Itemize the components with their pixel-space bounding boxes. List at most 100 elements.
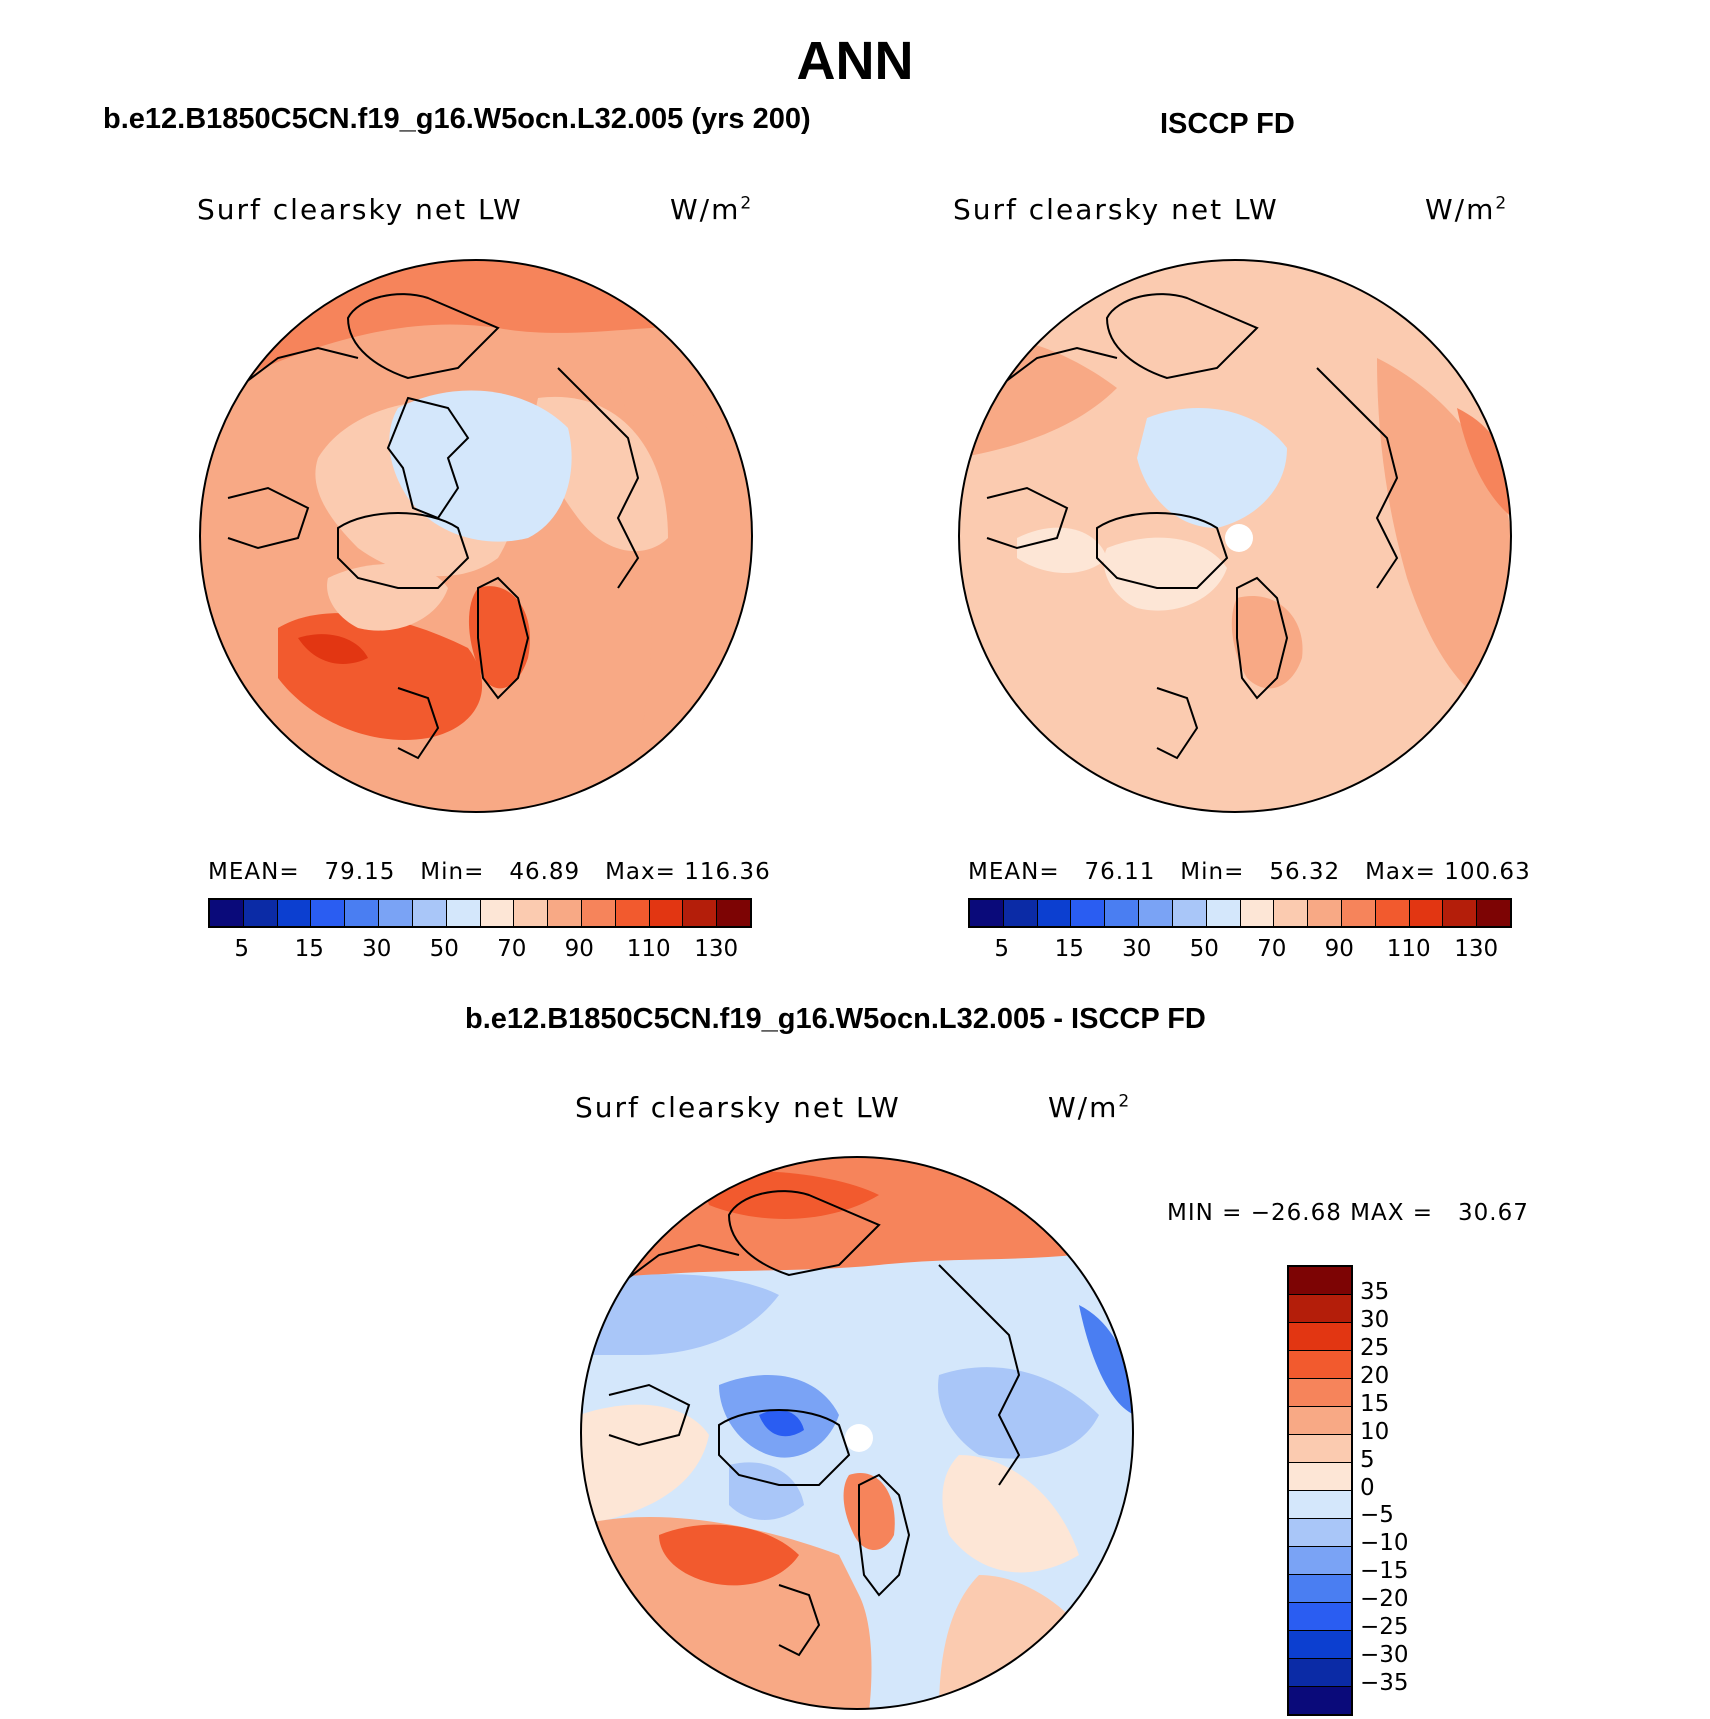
panel-b-colorbar-segment xyxy=(1308,900,1342,926)
panel-b-title: ISCCP FD xyxy=(1160,108,1295,140)
panel-a-colorbar-segment xyxy=(311,900,346,926)
panel-c-units: W/m2 xyxy=(1048,1091,1132,1124)
panel-b-colorbar-segment xyxy=(1274,900,1309,926)
panel-c-colorbar-tick-label: −15 xyxy=(1360,1558,1409,1585)
panel-a-colorbar-segment xyxy=(345,900,380,926)
panel-b-colorbar-segment xyxy=(1172,900,1207,926)
panel-c-colorbar-tick-label: −10 xyxy=(1360,1530,1409,1557)
panel-a-variable: Surf clearsky net LW xyxy=(197,193,523,226)
panel-a-colorbar-segment xyxy=(514,900,549,926)
panel-b-variable: Surf clearsky net LW xyxy=(953,193,1279,226)
panel-a-units: W/m2 xyxy=(670,193,754,226)
panel-b-colorbar-segment xyxy=(1240,900,1275,926)
panel-c-colorbar-tick-label: −25 xyxy=(1360,1614,1409,1641)
panel-a-colorbar-segment xyxy=(548,900,582,926)
panel-c-colorbar-segment xyxy=(1289,1295,1351,1323)
panel-a-colorbar-segment xyxy=(446,900,481,926)
panel-a-colorbar-tick-label: 70 xyxy=(497,936,527,962)
panel-c-colorbar-tick-label: 0 xyxy=(1360,1474,1375,1501)
panel-b-colorbar-segment xyxy=(970,900,1004,926)
panel-a-stats: MEAN= 79.15 Min= 46.89 Max= 116.36 xyxy=(208,859,771,885)
panel-a-colorbar-tick-label: 5 xyxy=(234,936,250,962)
panel-b-colorbar-segment xyxy=(1037,900,1072,926)
panel-b-colorbar-tick-label: 70 xyxy=(1257,936,1287,962)
panel-a-colorbar-ticks: 5 15 30 50 70 90 110 130 xyxy=(208,936,748,966)
panel-c-colorbar-tick-label: −35 xyxy=(1360,1670,1409,1697)
panel-c-colorbar-segment xyxy=(1289,1603,1351,1631)
panel-b-colorbar-segment xyxy=(1477,900,1510,926)
panel-a-colorbar-tick-label: 110 xyxy=(626,936,671,962)
panel-c-colorbar-ticks: 35 30 25 20 15 10 5 0 −5 −10 −15 −20 −25 −30 −35 xyxy=(1360,1265,1440,1712)
panel-c-colorbar-segment xyxy=(1289,1519,1351,1547)
panel-b-colorbar-segment xyxy=(1139,900,1173,926)
panel-a-colorbar-segment xyxy=(277,900,312,926)
panel-b-colorbar-segment xyxy=(1443,900,1478,926)
panel-c-colorbar-tick-label: 15 xyxy=(1360,1390,1390,1417)
panel-a-colorbar-tick-label: 50 xyxy=(429,936,459,962)
panel-c-colorbar-tick-label: −30 xyxy=(1360,1642,1409,1669)
panel-c-stats: MIN = −26.68 MAX = 30.67 xyxy=(1167,1200,1529,1226)
panel-b-colorbar xyxy=(968,898,1512,928)
panel-c-colorbar-tick-label: 20 xyxy=(1360,1362,1390,1389)
panel-b-colorbar-tick-label: 90 xyxy=(1324,936,1354,962)
panel-a-colorbar-segment xyxy=(615,900,650,926)
panel-b-colorbar-segment xyxy=(1341,900,1376,926)
panel-c-colorbar-tick-label: 30 xyxy=(1360,1306,1390,1333)
panel-b-colorbar-segment xyxy=(1409,900,1444,926)
panel-c-title: b.e12.B1850C5CN.f19_g16.W5ocn.L32.005 - … xyxy=(465,1003,1206,1035)
panel-a-colorbar xyxy=(208,898,752,928)
panel-b-colorbar-tick-label: 5 xyxy=(994,936,1010,962)
panel-b-units: W/m2 xyxy=(1425,193,1509,226)
panel-a-polar-map xyxy=(199,259,753,813)
panel-c-colorbar-segment xyxy=(1289,1379,1351,1407)
panel-c-colorbar-segment xyxy=(1289,1435,1351,1463)
panel-a-colorbar-tick-label: 15 xyxy=(294,936,324,962)
panel-c-variable: Surf clearsky net LW xyxy=(575,1091,901,1124)
panel-c-colorbar-tick-label: −20 xyxy=(1360,1586,1409,1613)
panel-a-colorbar-segment xyxy=(581,900,616,926)
panel-a-colorbar-segment xyxy=(412,900,447,926)
panel-a-colorbar-segment xyxy=(379,900,413,926)
panel-b-colorbar-tick-label: 130 xyxy=(1454,936,1499,962)
panel-c-colorbar-tick-label: 10 xyxy=(1360,1418,1390,1445)
panel-b-colorbar-ticks: 5 15 30 50 70 90 110 130 xyxy=(968,936,1508,966)
panel-a-colorbar-tick-label: 30 xyxy=(362,936,392,962)
panel-b-colorbar-tick-label: 15 xyxy=(1054,936,1084,962)
panel-b-colorbar-segment xyxy=(1206,900,1241,926)
panel-a-title: b.e12.B1850C5CN.f19_g16.W5ocn.L32.005 (y… xyxy=(103,103,811,135)
panel-a-colorbar-tick-label: 130 xyxy=(694,936,739,962)
panel-a-colorbar-segment xyxy=(210,900,244,926)
panel-b-colorbar-tick-label: 50 xyxy=(1189,936,1219,962)
panel-b-polar-map xyxy=(958,259,1512,813)
panel-c-colorbar-segment xyxy=(1289,1491,1351,1519)
panel-c-colorbar-tick-label: 5 xyxy=(1360,1446,1375,1473)
panel-a-colorbar-segment xyxy=(649,900,684,926)
panel-c-colorbar-segment xyxy=(1289,1463,1351,1491)
panel-c-colorbar-segment xyxy=(1289,1323,1351,1351)
panel-a-colorbar-segment xyxy=(480,900,515,926)
panel-a-colorbar-tick-label: 90 xyxy=(564,936,594,962)
panel-a-colorbar-segment xyxy=(717,900,750,926)
panel-c-colorbar-segment xyxy=(1289,1631,1351,1659)
panel-b-colorbar-tick-label: 30 xyxy=(1122,936,1152,962)
panel-c-colorbar-segment xyxy=(1289,1687,1351,1714)
panel-a-colorbar-segment xyxy=(243,900,278,926)
panel-b-colorbar-segment xyxy=(1003,900,1038,926)
panel-c-colorbar xyxy=(1287,1265,1353,1716)
panel-c-colorbar-segment xyxy=(1289,1547,1351,1575)
panel-a-colorbar-segment xyxy=(683,900,718,926)
panel-b-colorbar-segment xyxy=(1105,900,1140,926)
panel-c-colorbar-segment xyxy=(1289,1407,1351,1435)
panel-b-colorbar-segment xyxy=(1071,900,1106,926)
panel-b-stats: MEAN= 76.11 Min= 56.32 Max= 100.63 xyxy=(968,859,1531,885)
panel-c-colorbar-segment xyxy=(1289,1351,1351,1379)
panel-c-colorbar-segment xyxy=(1289,1267,1351,1295)
panel-c-colorbar-tick-label: 35 xyxy=(1360,1278,1390,1305)
panel-c-colorbar-segment xyxy=(1289,1659,1351,1687)
panel-b-colorbar-segment xyxy=(1375,900,1410,926)
panel-c-colorbar-tick-label: −5 xyxy=(1360,1502,1394,1529)
panel-c-polar-map xyxy=(580,1156,1134,1710)
page-title: ANN xyxy=(796,31,914,91)
panel-c-colorbar-tick-label: 25 xyxy=(1360,1334,1390,1361)
panel-b-colorbar-tick-label: 110 xyxy=(1386,936,1431,962)
